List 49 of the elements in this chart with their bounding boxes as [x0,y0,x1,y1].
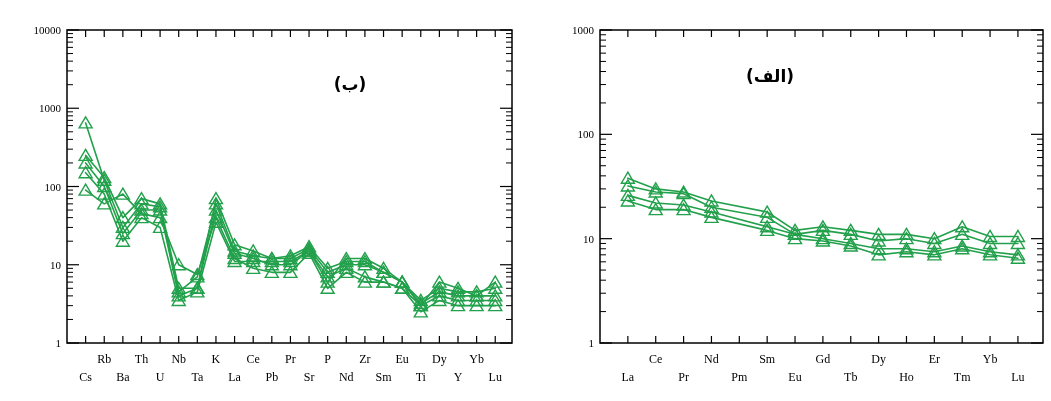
x-tick-label: Ti [415,370,427,384]
x-tick-label: Eu [788,370,802,384]
x-tick-label: Th [134,352,149,366]
x-tick-label: Sm [375,370,393,384]
x-tick-label: Yb [469,352,484,366]
y-tick-label: 100 [44,180,62,193]
x-tick-label: Pr [678,370,689,384]
x-tick-label: Tm [953,370,972,384]
x-tick-label: Y [453,370,463,384]
x-tick-label: Nd [704,352,719,366]
x-tick-label: Ta [191,370,204,384]
x-tick-label: Tb [844,370,858,384]
y-tick-label: 10000 [33,24,62,36]
y-tick-label: 1000 [39,102,62,115]
y-tick-label: 100 [577,128,595,141]
x-tick-label: Zr [359,352,371,366]
y-tick-label: 10 [583,232,595,245]
y-tick-label: 10 [50,258,62,271]
x-tick-label: Cs [79,370,93,384]
x-tick-label: U [155,370,165,384]
x-tick-label: Ba [116,370,131,384]
x-tick-label: Eu [395,352,409,366]
y-tick-label: 1000 [572,24,595,36]
x-tick-label: Nd [338,370,354,384]
x-tick-label: Pb [265,370,279,384]
x-tick-label: Lu [488,370,502,384]
x-tick-label: Pm [731,370,748,384]
text: (ب) [333,74,367,94]
x-tick-label: Lu [1011,370,1025,384]
x-tick-label: Sm [759,352,776,366]
text: (الف) [746,66,794,86]
x-tick-label: P [324,352,332,366]
x-tick-label: La [228,370,242,384]
x-tick-label: La [621,370,635,384]
x-tick-label: Rb [97,352,112,366]
x-tick-label: Yb [982,352,998,366]
x-tick-label: Dy [871,352,886,366]
x-tick-label: Dy [432,352,447,366]
x-tick-label: Er [928,352,941,366]
x-tick-label: Ce [649,352,663,366]
x-tick-label: K [211,352,221,366]
x-tick-label: Ho [899,370,914,384]
x-tick-label: Sr [303,370,315,384]
x-tick-label: Gd [815,352,831,366]
y-tick-label: 1 [55,337,61,349]
x-tick-label: Ce [246,352,260,366]
x-tick-label: Pr [285,352,296,366]
x-tick-label: Nb [171,352,187,366]
y-tick-label: 1 [588,337,594,349]
